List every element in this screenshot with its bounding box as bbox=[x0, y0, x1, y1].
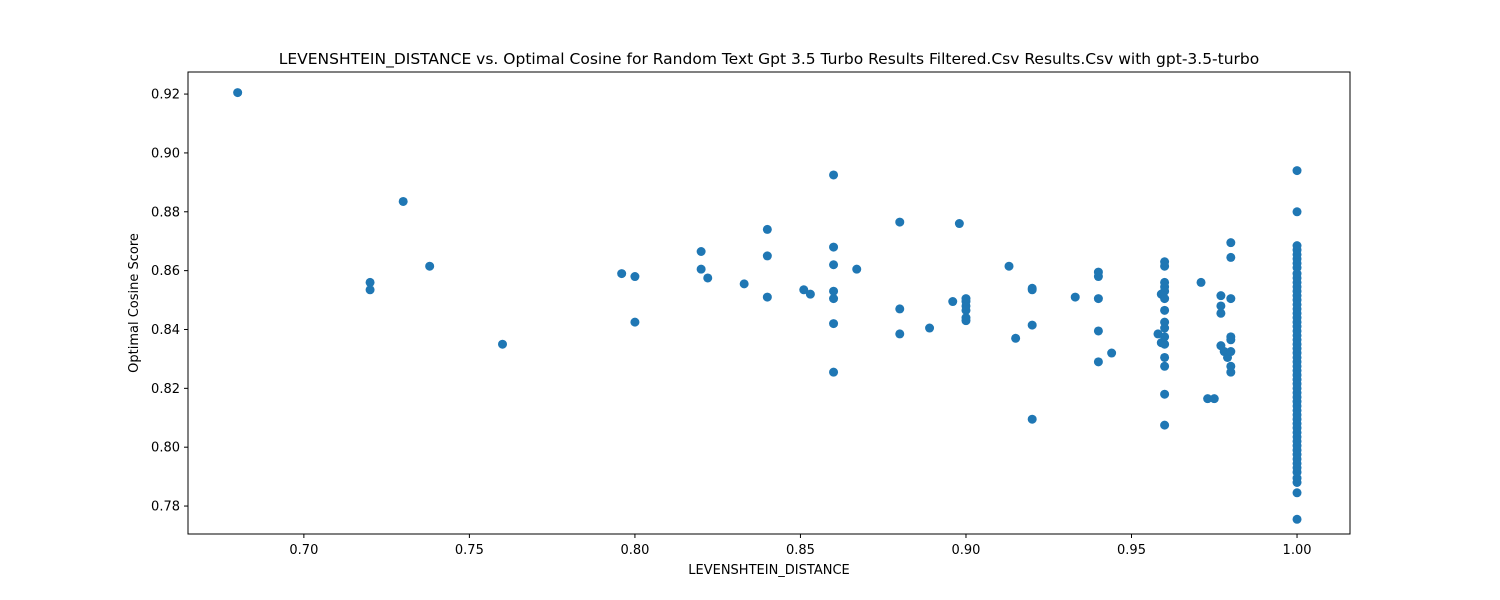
data-point bbox=[233, 88, 243, 98]
y-axis: 0.78 0.80 0.82 0.84 0.86 0.88 0.90 0.92 bbox=[151, 88, 188, 515]
data-point bbox=[1160, 389, 1170, 399]
y-tick-label: 0.92 bbox=[151, 88, 180, 103]
data-point bbox=[961, 313, 971, 323]
data-point bbox=[1226, 347, 1236, 357]
data-point bbox=[630, 317, 640, 327]
data-point bbox=[799, 285, 809, 295]
data-point bbox=[1226, 332, 1236, 342]
y-tick-label: 0.88 bbox=[151, 205, 180, 220]
data-point bbox=[739, 279, 749, 289]
x-tick-label: 0.85 bbox=[786, 543, 815, 558]
x-tick-label: 0.75 bbox=[455, 543, 484, 558]
data-point bbox=[1160, 294, 1170, 304]
data-point bbox=[1292, 488, 1302, 498]
data-point bbox=[1093, 326, 1103, 336]
chart-title: LEVENSHTEIN_DISTANCE vs. Optimal Cosine … bbox=[279, 50, 1260, 69]
data-point bbox=[617, 269, 627, 279]
data-point bbox=[925, 323, 935, 333]
data-point bbox=[425, 261, 435, 271]
data-point bbox=[1093, 294, 1103, 304]
data-point bbox=[829, 319, 839, 329]
data-point bbox=[1226, 252, 1236, 262]
data-point bbox=[1226, 294, 1236, 304]
data-point bbox=[498, 339, 507, 349]
data-point bbox=[1196, 277, 1206, 287]
data-point bbox=[1216, 308, 1226, 318]
data-point bbox=[1292, 514, 1302, 524]
data-point bbox=[895, 329, 905, 339]
data-point bbox=[829, 242, 839, 252]
data-point bbox=[762, 251, 772, 261]
y-tick-label: 0.78 bbox=[151, 500, 180, 515]
data-point bbox=[762, 224, 772, 234]
data-point bbox=[895, 217, 905, 227]
data-point bbox=[1027, 320, 1037, 330]
data-point bbox=[1160, 420, 1170, 430]
data-point bbox=[1027, 283, 1037, 293]
data-point bbox=[954, 219, 964, 229]
data-point bbox=[1292, 207, 1302, 217]
data-point bbox=[398, 196, 408, 206]
data-point bbox=[1160, 352, 1170, 362]
data-point bbox=[696, 264, 706, 274]
data-point bbox=[1226, 361, 1236, 371]
data-point bbox=[1209, 394, 1219, 404]
x-tick-label: 1.00 bbox=[1283, 543, 1312, 558]
x-axis-label: LEVENSHTEIN_DISTANCE bbox=[688, 563, 849, 578]
y-tick-label: 0.84 bbox=[151, 323, 180, 338]
plot-frame bbox=[187, 71, 1351, 535]
data-point bbox=[1160, 317, 1170, 327]
data-point bbox=[805, 289, 815, 299]
data-point bbox=[1093, 267, 1103, 277]
data-point bbox=[1160, 305, 1170, 315]
data-point bbox=[829, 170, 839, 180]
y-tick-label: 0.80 bbox=[151, 441, 180, 456]
data-point bbox=[365, 277, 375, 287]
data-point bbox=[852, 264, 862, 274]
data-point bbox=[703, 273, 713, 283]
data-point bbox=[948, 297, 958, 307]
data-point bbox=[1203, 394, 1213, 404]
y-axis-label: Optimal Cosine Score bbox=[127, 233, 142, 373]
data-point bbox=[1004, 261, 1014, 271]
data-point bbox=[1226, 238, 1236, 248]
y-tick-label: 0.82 bbox=[151, 382, 180, 397]
data-point bbox=[1292, 241, 1302, 251]
x-axis: 0.70 0.75 0.80 0.85 0.90 0.95 1.00 bbox=[289, 534, 1312, 558]
data-point bbox=[961, 294, 971, 304]
x-tick-label: 0.70 bbox=[289, 543, 318, 558]
data-point bbox=[1160, 277, 1170, 287]
x-tick-label: 0.80 bbox=[620, 543, 649, 558]
data-point bbox=[1160, 339, 1170, 349]
x-tick-label: 0.90 bbox=[952, 543, 981, 558]
data-point bbox=[1107, 348, 1117, 358]
data-point bbox=[365, 285, 375, 295]
data-point bbox=[762, 292, 772, 302]
data-point bbox=[829, 294, 839, 304]
data-point bbox=[829, 260, 839, 270]
data-point bbox=[1011, 333, 1021, 343]
data-point bbox=[1160, 361, 1170, 371]
data-point bbox=[1216, 291, 1226, 301]
data-point bbox=[1216, 301, 1226, 311]
data-point bbox=[696, 247, 706, 256]
x-tick-label: 0.95 bbox=[1117, 543, 1146, 558]
data-point bbox=[1093, 357, 1103, 367]
data-point bbox=[1160, 257, 1170, 267]
data-point bbox=[1292, 166, 1302, 176]
y-tick-label: 0.90 bbox=[151, 146, 180, 161]
data-point bbox=[1027, 414, 1037, 424]
points-layer bbox=[233, 88, 1302, 524]
data-point bbox=[829, 367, 839, 377]
y-tick-label: 0.86 bbox=[151, 264, 180, 279]
data-point bbox=[1160, 332, 1170, 342]
data-point bbox=[895, 304, 905, 314]
data-point bbox=[1070, 292, 1080, 302]
data-point bbox=[829, 286, 839, 296]
data-point bbox=[630, 272, 640, 282]
